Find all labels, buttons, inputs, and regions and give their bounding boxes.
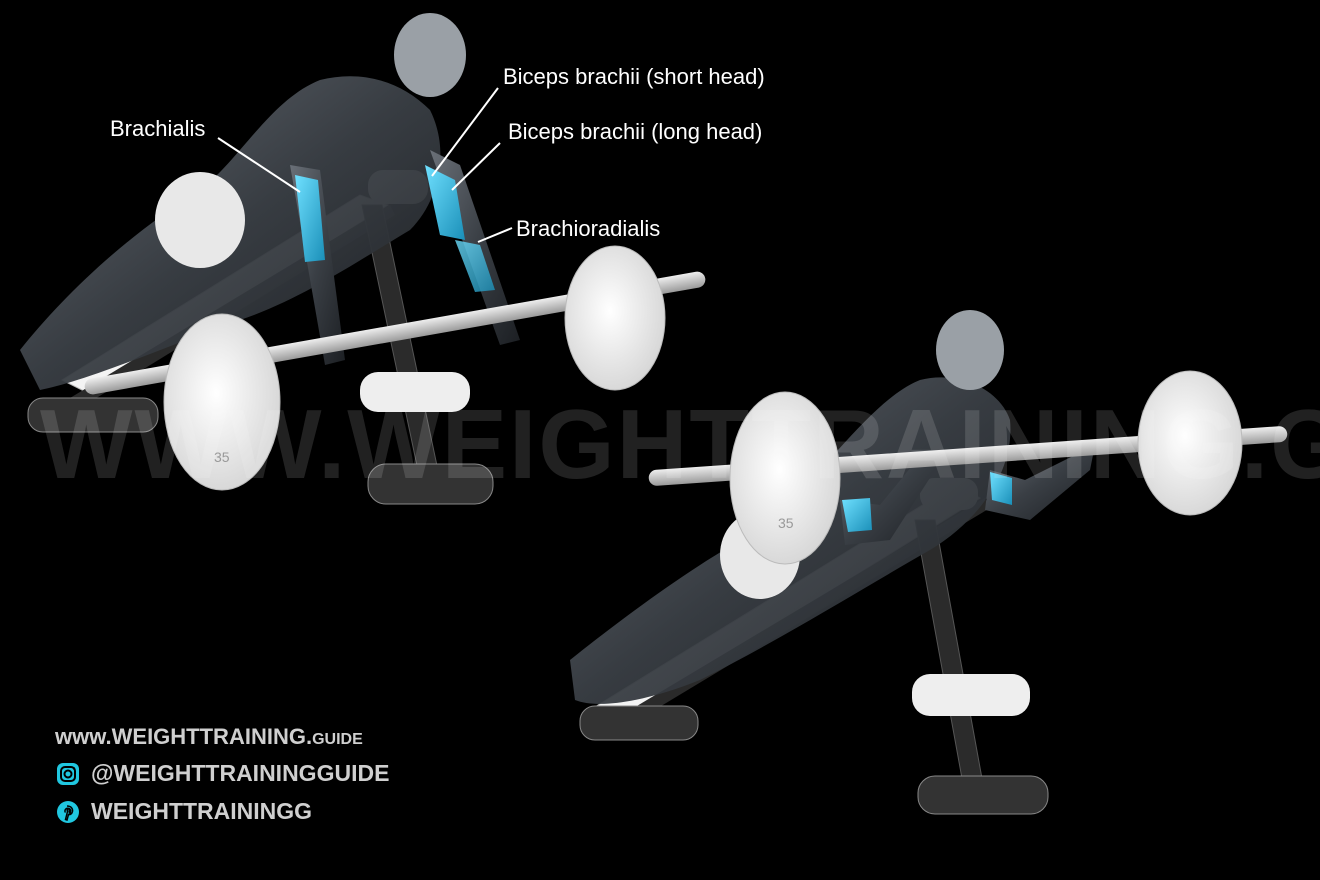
- left-leg-roller: [360, 372, 470, 412]
- label-leader-lines: [217, 87, 513, 243]
- leader-brachioradialis: [477, 227, 513, 243]
- right-bench-post: [914, 519, 986, 796]
- left-plate-near: [163, 313, 281, 491]
- right-biceps-muscle-far: [990, 472, 1012, 505]
- left-plate-far: [564, 245, 666, 391]
- label-biceps-long-head: Biceps brachii (long head): [508, 119, 763, 144]
- label-biceps-short-head: Biceps brachii (short head): [503, 64, 765, 89]
- brand-instagram: @WEIGHTTRAININGGUIDE: [55, 760, 389, 787]
- brand-pinterest: WEIGHTTRAININGG: [55, 798, 312, 825]
- right-foot-roller-front: [579, 705, 699, 741]
- right-figure-head: [936, 310, 1004, 390]
- leader-biceps-short: [431, 87, 499, 177]
- right-biceps-muscle-near: [842, 498, 872, 532]
- leader-brachialis: [217, 137, 301, 193]
- right-figure: 35: [570, 310, 1288, 815]
- left-brachialis-muscle: [295, 175, 325, 262]
- leader-biceps-long: [451, 142, 501, 191]
- left-foot-roller-front: [27, 397, 159, 433]
- brand-website-main: www.WEIGHTTRAINING.: [55, 724, 313, 749]
- right-figure-arm-far: [985, 445, 1095, 520]
- instagram-icon: [57, 762, 79, 785]
- brand-website: www.WEIGHTTRAINING.GUIDE: [55, 724, 363, 750]
- pinterest-icon: [57, 800, 79, 823]
- brand-pinterest-handle: WEIGHTTRAININGG: [91, 798, 313, 824]
- left-figure-hip: [155, 172, 245, 268]
- right-foot-bar: [917, 775, 1049, 815]
- right-leg-roller: [912, 674, 1030, 716]
- left-figure-head: [394, 13, 466, 97]
- left-foot-bar: [367, 463, 494, 505]
- right-plate-far: [1137, 370, 1243, 516]
- brand-website-suffix: GUIDE: [312, 731, 363, 748]
- right-plate-weight: 35: [778, 515, 794, 531]
- right-plate-near: [729, 391, 841, 565]
- left-brachioradialis-muscle: [455, 240, 495, 292]
- left-figure: 35: [20, 13, 706, 505]
- left-plate-weight: 35: [214, 449, 230, 465]
- brand-instagram-handle: @WEIGHTTRAININGGUIDE: [91, 760, 390, 786]
- label-brachioradialis: Brachioradialis: [516, 216, 661, 241]
- label-brachialis: Brachialis: [110, 116, 206, 141]
- left-biceps-muscle: [425, 165, 465, 240]
- watermark-text: WWW.WEIGHTTRAINING.GUIDE: [40, 389, 1320, 499]
